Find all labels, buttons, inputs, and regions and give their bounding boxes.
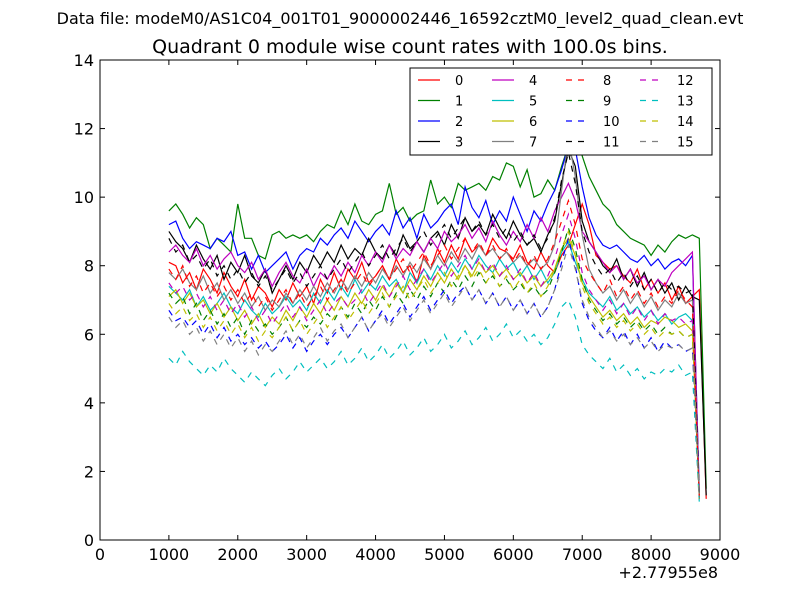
legend-label-11: 11	[603, 136, 620, 151]
legend-label-15: 15	[677, 136, 694, 151]
legend-label-9: 9	[603, 95, 611, 110]
legend-label-5: 5	[529, 95, 537, 110]
series-line-6	[168, 237, 700, 499]
legend-box	[409, 67, 713, 156]
chart-title: Quadrant 0 module wise count rates with …	[152, 36, 668, 58]
chart-suptitle: Data file: modeM0/AS1C04_001T01_90000024…	[57, 9, 744, 29]
series-line-12	[168, 212, 700, 499]
series-line-7	[168, 138, 700, 496]
x-tick-label: 4000	[355, 545, 396, 564]
series-line-3	[168, 147, 707, 496]
legend-label-3: 3	[455, 136, 463, 151]
y-tick-label: 8	[84, 257, 94, 276]
x-tick-label: 1000	[149, 545, 190, 564]
series-line-9	[168, 225, 700, 499]
legend-label-6: 6	[529, 115, 537, 130]
legend-label-12: 12	[677, 74, 694, 89]
series-line-2	[168, 144, 700, 493]
legend-label-14: 14	[677, 115, 694, 130]
x-tick-label: 9000	[700, 545, 741, 564]
series-line-10	[168, 235, 700, 499]
series-line-11	[168, 152, 700, 496]
x-tick-label: 5000	[424, 545, 465, 564]
series-line-4	[168, 181, 700, 496]
x-tick-label: 3000	[286, 545, 327, 564]
y-tick-label: 12	[74, 120, 94, 139]
y-tick-label: 2	[84, 462, 94, 481]
x-tick-label: 0	[95, 545, 105, 564]
legend-label-1: 1	[455, 95, 463, 110]
x-tick-label: 6000	[493, 545, 534, 564]
legend-label-4: 4	[529, 74, 537, 89]
y-tick-label: 4	[84, 394, 94, 413]
series-line-13	[168, 298, 700, 503]
legend-label-10: 10	[603, 115, 620, 130]
legend-label-0: 0	[455, 74, 463, 89]
legend-label-8: 8	[603, 74, 611, 89]
legend-label-13: 13	[677, 95, 694, 110]
series-line-15	[168, 242, 700, 499]
plot-frame	[99, 59, 721, 541]
y-tick-label: 10	[74, 188, 94, 207]
series-line-14	[168, 229, 700, 499]
legend-label-2: 2	[455, 115, 463, 130]
y-tick-label: 6	[84, 325, 94, 344]
x-tick-label: 7000	[562, 545, 603, 564]
x-offset-label: +2.77955e8	[618, 563, 718, 582]
y-tick-label: 14	[74, 51, 94, 70]
series-line-8	[168, 198, 700, 499]
legend-label-7: 7	[529, 136, 537, 151]
x-tick-label: 2000	[217, 545, 258, 564]
y-tick-label: 0	[84, 531, 94, 550]
x-tick-label: 8000	[631, 545, 672, 564]
